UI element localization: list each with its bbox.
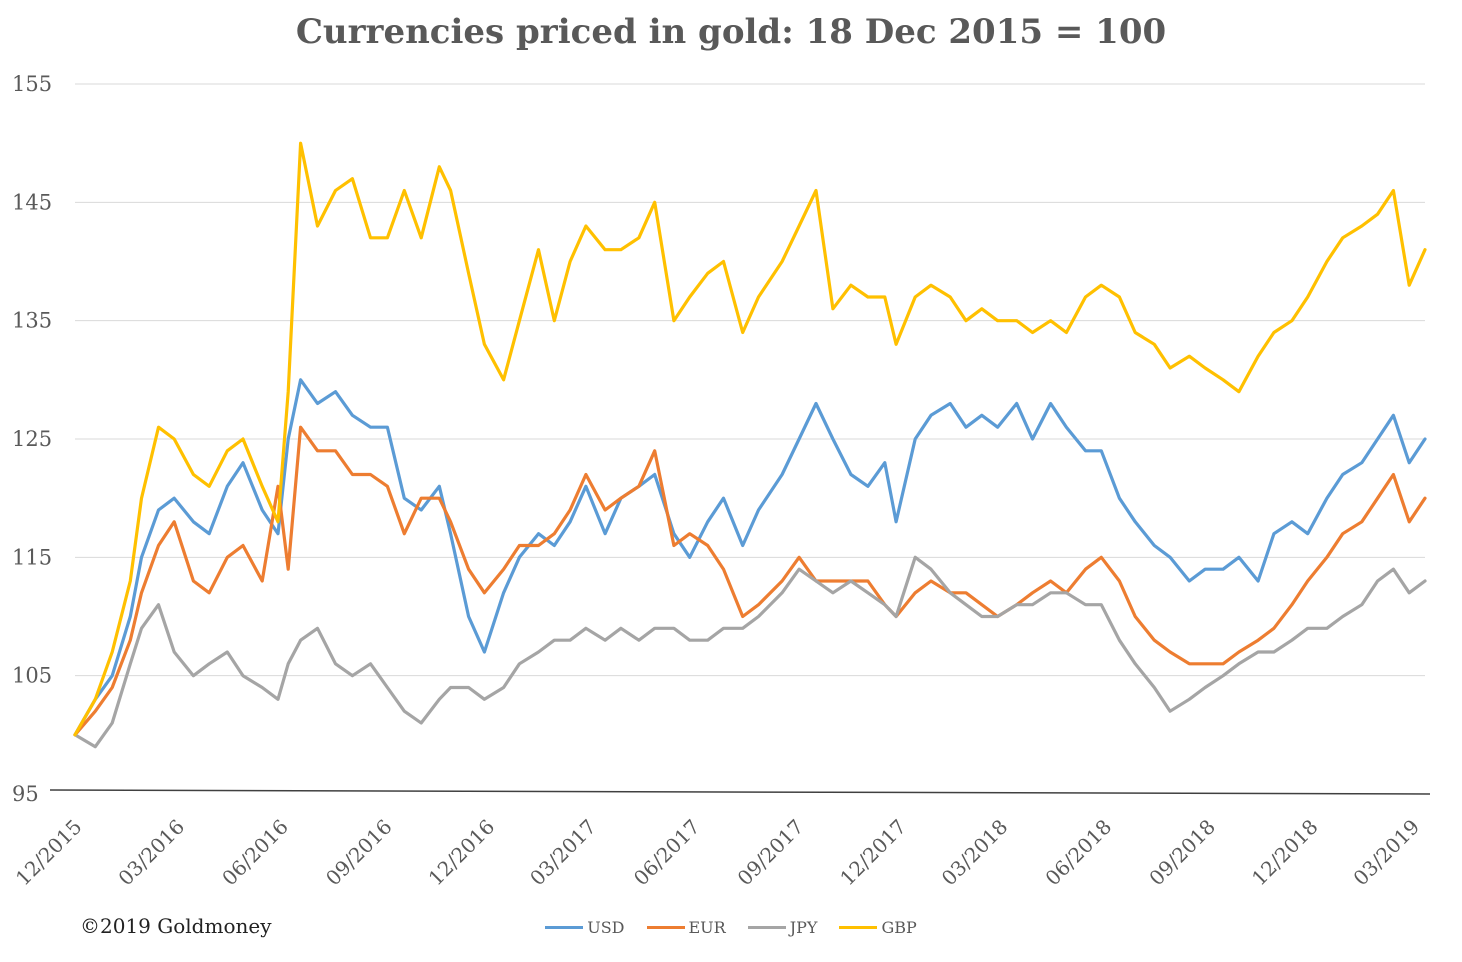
- series-line-gbp: [73, 141, 1427, 737]
- x-axis-line: [49, 789, 1431, 795]
- x-tick-label: 03/2019: [1348, 815, 1424, 891]
- y-tick-label: 125: [12, 427, 52, 451]
- y-tick-label: 105: [12, 664, 52, 688]
- x-tick-label: 06/2016: [217, 815, 293, 891]
- y-tick-label: 155: [12, 72, 52, 96]
- legend-item-usd: USD: [545, 918, 625, 937]
- series-line-usd: [73, 378, 1427, 737]
- x-tick-label: 03/2017: [525, 815, 601, 891]
- y-tick-label: 135: [12, 309, 52, 333]
- series-lines: [73, 141, 1427, 749]
- x-tick-label: 12/2016: [424, 815, 500, 891]
- x-tick-label: 06/2018: [1041, 815, 1117, 891]
- series-line-eur: [73, 425, 1427, 737]
- legend-swatch: [839, 926, 878, 929]
- legend-swatch: [646, 926, 685, 929]
- legend-label: GBP: [881, 918, 917, 937]
- legend-label: EUR: [688, 918, 726, 937]
- x-tick-label: 12/2017: [835, 815, 911, 891]
- legend-item-jpy: JPY: [747, 918, 818, 937]
- y-tick-label: 115: [12, 545, 52, 569]
- axes: 95 105 115 125 135 145 155 12/2015 03/2016 06/201…: [11, 72, 1431, 891]
- x-tick-label: 12/2015: [11, 815, 87, 891]
- y-tick-label: 145: [12, 190, 52, 214]
- legend-swatch: [545, 926, 584, 929]
- copyright-text: ©2019 Goldmoney: [80, 914, 272, 938]
- legend-label: USD: [587, 918, 625, 937]
- legend-item-eur: EUR: [646, 918, 726, 937]
- legend-label: JPY: [789, 918, 818, 937]
- x-tick-label: 12/2018: [1247, 815, 1323, 891]
- x-tick-label: 09/2016: [321, 815, 397, 891]
- chart-plot: 95 105 115 125 135 145 155 12/2015 03/2016 06/201…: [11, 72, 1431, 891]
- chart-title: Currencies priced in gold: 18 Dec 2015 =…: [295, 12, 1167, 52]
- x-tick-label: 09/2017: [733, 815, 809, 891]
- x-tick-label: 06/2017: [629, 815, 705, 891]
- legend-item-gbp: GBP: [839, 918, 917, 937]
- legend-swatch: [747, 926, 786, 929]
- x-tick-label: 03/2018: [937, 815, 1013, 891]
- x-tick-label: 09/2018: [1144, 815, 1220, 891]
- x-tick-label: 03/2016: [113, 815, 189, 891]
- legend: USD EUR JPY GBP: [0, 918, 1462, 937]
- series-line-jpy: [73, 555, 1427, 749]
- y-tick-label: 95: [12, 782, 39, 806]
